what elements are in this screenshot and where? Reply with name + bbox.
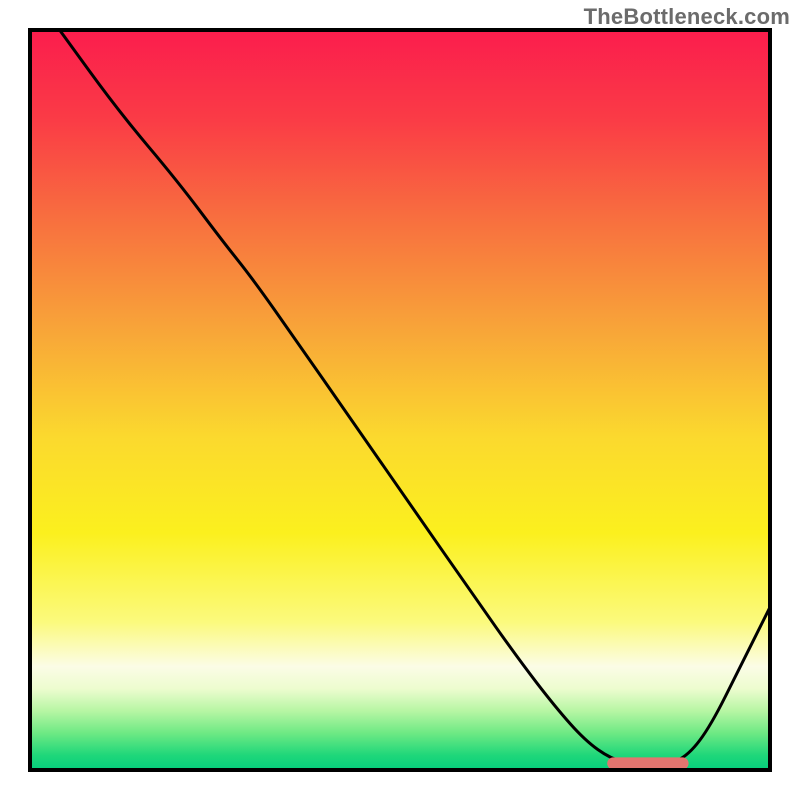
chart-svg [0, 0, 800, 800]
chart-container: TheBottleneck.com [0, 0, 800, 800]
bottleneck-curve-chart [0, 0, 800, 800]
watermark-text: TheBottleneck.com [584, 4, 790, 30]
optimal-range-marker [607, 757, 688, 769]
gradient-background [30, 30, 770, 770]
